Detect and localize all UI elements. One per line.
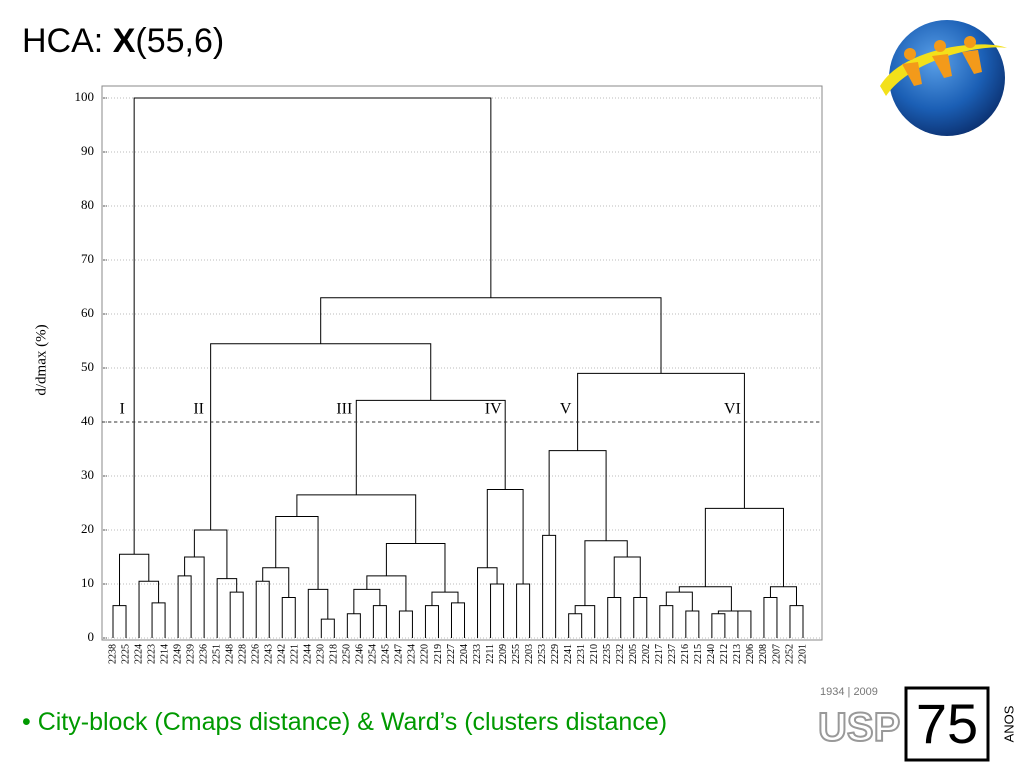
- cluster-label: III: [336, 401, 352, 418]
- x-tick-label: 2238: [107, 644, 118, 664]
- link: [307, 588, 329, 638]
- cluster-label: IV: [485, 401, 502, 418]
- x-tick-label: 2219: [433, 644, 444, 664]
- x-tick-label: 2243: [264, 644, 275, 664]
- x-tick-label: 2207: [771, 644, 782, 664]
- x-tick-label: 2246: [355, 644, 366, 664]
- x-tick-label: 2208: [758, 644, 769, 664]
- link: [717, 610, 745, 614]
- logo-number: 75: [916, 692, 978, 755]
- link: [366, 575, 407, 611]
- x-tick-label: 2204: [459, 644, 470, 664]
- logo-mark: USP: [818, 706, 900, 750]
- y-tick-label: 70: [81, 251, 94, 266]
- x-tick-label: 2212: [719, 644, 730, 664]
- x-tick-label: 2253: [537, 644, 548, 664]
- link: [133, 97, 492, 555]
- x-tick-label: 2252: [784, 644, 795, 664]
- x-tick-label: 2233: [472, 644, 483, 664]
- x-tick-label: 2244: [303, 644, 314, 664]
- x-tick-label: 2202: [641, 644, 652, 664]
- logo-box: [904, 686, 990, 762]
- y-tick-label: 90: [81, 143, 94, 158]
- y-tick-label: 60: [81, 305, 94, 320]
- x-tick-label: 2237: [667, 644, 678, 664]
- bullet-text: • City-block (Cmaps distance) & Ward’s (…: [22, 708, 668, 736]
- x-tick-label: 2201: [797, 644, 808, 664]
- x-tick-label: 2220: [420, 644, 431, 664]
- title-start: HCA:: [22, 22, 113, 60]
- x-tick-label: 2245: [381, 644, 392, 664]
- cluster-label: I: [119, 401, 124, 418]
- x-tick-label: 2231: [576, 644, 587, 664]
- x-tick-label: 2250: [342, 644, 353, 664]
- logo-word: ANOS: [1001, 705, 1016, 742]
- y-tick-label: 80: [81, 197, 94, 212]
- usp-logo: 1934 | 2009 USP 75 ANOS: [817, 686, 1016, 762]
- x-tick-label: 2218: [329, 644, 340, 664]
- x-tick-label: 2228: [237, 644, 248, 664]
- x-tick-label: 2215: [693, 644, 704, 664]
- y-axis-label: d/dmax (%): [33, 324, 49, 395]
- x-tick-label: 2203: [524, 644, 535, 664]
- plot-frame: [101, 85, 823, 641]
- x-tick-label: 2224: [133, 644, 144, 664]
- x-tick-label: 2227: [446, 644, 457, 664]
- x-tick-label: 2223: [146, 644, 157, 664]
- x-tick-label: 2205: [628, 644, 639, 664]
- logo-years: 1934 | 2009: [820, 686, 878, 698]
- x-tick-label: 2240: [706, 644, 717, 664]
- x-tick-label: 2211: [485, 644, 496, 664]
- x-tick-label: 2206: [745, 644, 756, 664]
- y-tick-label: 40: [81, 413, 94, 428]
- x-tick-label: 2235: [602, 644, 613, 664]
- cluster-label: II: [193, 401, 204, 418]
- x-tick-label: 2210: [589, 644, 600, 664]
- x-tick-label: 2234: [407, 644, 418, 664]
- y-tick-label: 50: [81, 359, 94, 374]
- x-tick-label: 2209: [498, 644, 509, 664]
- x-tick-label: 2254: [368, 644, 379, 664]
- figures: [902, 36, 982, 86]
- x-tick-label: 2221: [290, 644, 301, 664]
- x-tick-label: 2216: [680, 644, 691, 664]
- x-tick-label: 2217: [654, 644, 665, 664]
- link: [542, 534, 557, 638]
- cluster-label: VI: [724, 401, 741, 418]
- x-tick-label: 2248: [224, 644, 235, 664]
- x-tick-label: 2241: [563, 644, 574, 664]
- title-bold: X: [112, 22, 136, 60]
- globe: [889, 20, 1005, 136]
- x-tick-label: 2226: [251, 644, 262, 664]
- y-tick-label: 10: [81, 575, 94, 590]
- link: [353, 588, 381, 614]
- x-tick-label: 2236: [198, 644, 209, 664]
- globe-logo: [880, 20, 1007, 136]
- x-tick-label: 2251: [211, 644, 222, 664]
- link: [177, 575, 192, 638]
- x-tick-label: 2225: [120, 644, 131, 664]
- x-tick-label: 2247: [394, 644, 405, 664]
- cluster-label: V: [560, 401, 572, 418]
- x-tick-label: 2213: [732, 644, 743, 664]
- x-tick-label: 2229: [550, 644, 561, 664]
- y-tick-label: 30: [81, 467, 94, 482]
- x-tick-label: 2239: [185, 644, 196, 664]
- x-tick-label: 2214: [159, 644, 170, 664]
- x-tick-label: 2242: [277, 644, 288, 664]
- slide-title: HCA: X(55,6): [22, 22, 224, 61]
- title-end: (55,6): [135, 22, 225, 60]
- y-tick-label: 0: [88, 629, 95, 644]
- y-tick-label: 100: [75, 89, 95, 104]
- y-tick-label: 20: [81, 521, 94, 536]
- x-tick-label: 2232: [615, 644, 626, 664]
- x-tick-label: 2255: [511, 644, 522, 664]
- x-tick-label: 2230: [316, 644, 327, 664]
- x-tick-label: 2249: [172, 644, 183, 664]
